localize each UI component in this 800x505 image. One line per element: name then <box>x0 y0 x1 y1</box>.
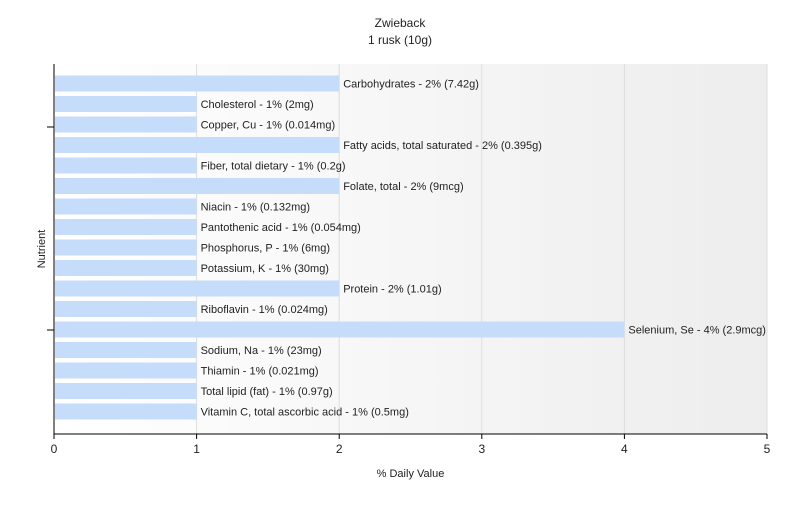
bar-label: Carbohydrates - 2% (7.42g) <box>343 79 479 91</box>
bar-label: Folate, total - 2% (9mcg) <box>343 181 463 193</box>
bar <box>55 75 340 92</box>
bar-label: Vitamin C, total ascorbic acid - 1% (0.5… <box>201 407 409 419</box>
bar-label: Fiber, total dietary - 1% (0.2g) <box>201 161 346 173</box>
bar <box>55 239 197 256</box>
bar-label: Phosphorus, P - 1% (6mg) <box>201 243 330 255</box>
chart-subtitle: 1 rusk (10g) <box>368 33 432 47</box>
bar-label: Thiamin - 1% (0.021mg) <box>201 366 319 378</box>
bar-label: Pantothenic acid - 1% (0.054mg) <box>201 222 361 234</box>
chart-title: Zwieback <box>375 16 427 30</box>
bar <box>55 280 340 297</box>
bar <box>55 178 340 194</box>
bar <box>55 260 197 276</box>
bar-label: Selenium, Se - 4% (2.9mcg) <box>628 325 766 337</box>
bar-label: Protein - 2% (1.01g) <box>343 284 441 296</box>
bar-label: Potassium, K - 1% (30mg) <box>201 263 329 275</box>
x-tick-label: 0 <box>51 442 58 456</box>
y-axis-label: Nutrient <box>36 230 48 269</box>
x-tick-label: 5 <box>764 442 771 456</box>
bar <box>55 321 625 338</box>
x-tick-label: 3 <box>478 442 485 456</box>
bar <box>55 362 197 379</box>
bar-label: Copper, Cu - 1% (0.014mg) <box>201 120 336 132</box>
x-tick-label: 4 <box>621 442 628 456</box>
bar <box>55 219 197 235</box>
bar-label: Total lipid (fat) - 1% (0.97g) <box>201 386 333 398</box>
bar <box>55 137 340 153</box>
x-axis-label: % Daily Value <box>377 468 445 480</box>
axes: 0 1 2 3 4 5 <box>47 64 771 456</box>
bar <box>55 96 197 112</box>
bar-label: Cholesterol - 1% (2mg) <box>201 99 314 111</box>
bar-label: Niacin - 1% (0.132mg) <box>201 202 310 214</box>
bar <box>55 342 197 358</box>
bar <box>55 157 197 174</box>
bar <box>55 383 197 399</box>
bar-label: Riboflavin - 1% (0.024mg) <box>201 304 328 316</box>
bar <box>55 116 197 133</box>
x-tick-label: 1 <box>193 442 200 456</box>
bar <box>55 403 197 420</box>
bar <box>55 301 197 317</box>
bar-label: Fatty acids, total saturated - 2% (0.395… <box>343 140 542 152</box>
bar <box>55 198 197 215</box>
x-tick-label: 2 <box>336 442 343 456</box>
bar-label: Sodium, Na - 1% (23mg) <box>201 345 322 357</box>
bars: Carbohydrates - 2% (7.42g) Cholesterol - … <box>55 75 766 420</box>
